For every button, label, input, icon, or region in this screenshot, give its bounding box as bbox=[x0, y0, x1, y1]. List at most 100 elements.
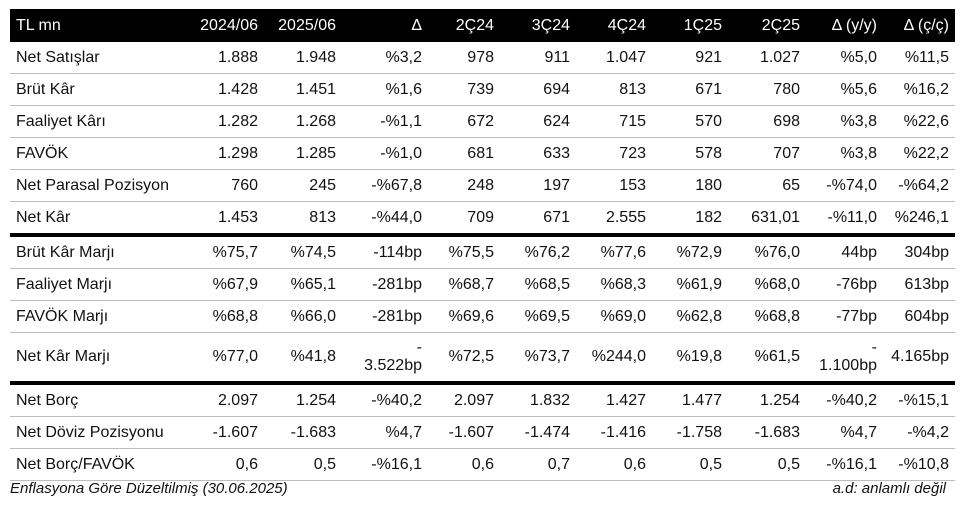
table-row: Net Borç/FAVÖK 0,6 0,5 -%16,1 0,6 0,7 0,6 0,5 0,… bbox=[10, 448, 955, 481]
table-cell: -%40,2 bbox=[806, 381, 883, 417]
row-label: Net Borç/FAVÖK bbox=[10, 448, 186, 481]
table-cell: 813 bbox=[576, 73, 652, 106]
table-cell: -1.100bp bbox=[806, 332, 883, 384]
table-row: FAVÖK Marjı %68,8 %66,0 -281bp %69,6 %69,5 %69… bbox=[10, 300, 955, 333]
table-cell: %68,3 bbox=[576, 268, 652, 301]
table-cell: 1.268 bbox=[264, 105, 342, 138]
table-cell: -281bp bbox=[342, 268, 428, 301]
header-cell: 2024/06 bbox=[186, 9, 264, 42]
table-cell: 813 bbox=[264, 201, 342, 236]
header-cell: 4Ç24 bbox=[576, 9, 652, 42]
row-label: FAVÖK Marjı bbox=[10, 300, 186, 333]
table-cell: %67,9 bbox=[186, 268, 264, 301]
header-cell: 3Ç24 bbox=[500, 9, 576, 42]
table-row: Net Kâr Marjı %77,0 %41,8-3.522bp %72,5 %73,… bbox=[10, 332, 955, 384]
table-cell: -%67,8 bbox=[342, 169, 428, 202]
table-cell: 1.285 bbox=[264, 137, 342, 170]
table-cell: 715 bbox=[576, 105, 652, 138]
header-cell: 1Ç25 bbox=[652, 9, 728, 42]
table-cell: 1.282 bbox=[186, 105, 264, 138]
table-cell: -3.522bp bbox=[342, 332, 428, 384]
table-cell: -1.683 bbox=[728, 416, 806, 449]
table-cell: 1.888 bbox=[186, 42, 264, 74]
table-cell: %41,8 bbox=[264, 332, 342, 384]
table-cell: 671 bbox=[652, 73, 728, 106]
table-cell: 248 bbox=[428, 169, 500, 202]
table-cell: 681 bbox=[428, 137, 500, 170]
table-cell: %3,2 bbox=[342, 42, 428, 74]
table-cell: 1.254 bbox=[728, 381, 806, 417]
row-label: Faaliyet Kârı bbox=[10, 105, 186, 138]
row-label: Brüt Kâr Marjı bbox=[10, 233, 186, 269]
table-cell: 1.453 bbox=[186, 201, 264, 236]
header-cell: Δ bbox=[342, 9, 428, 42]
table-cell: -76bp bbox=[806, 268, 883, 301]
header-cell: Δ (y/y) bbox=[806, 9, 883, 42]
table-cell: 182 bbox=[652, 201, 728, 236]
table-cell: %3,8 bbox=[806, 137, 883, 170]
table-cell: 2.097 bbox=[186, 381, 264, 417]
table-cell: -%40,2 bbox=[342, 381, 428, 417]
header-cell: 2Ç25 bbox=[728, 9, 806, 42]
table-cell: -1.474 bbox=[500, 416, 576, 449]
row-label: Brüt Kâr bbox=[10, 73, 186, 106]
table-cell: 1.027 bbox=[728, 42, 806, 74]
table-row: Brüt Kâr Marjı %75,7 %74,5 -114bp %75,5 %76,2… bbox=[10, 233, 955, 269]
table-cell: %4,7 bbox=[806, 416, 883, 449]
table-cell: 1.428 bbox=[186, 73, 264, 106]
table-cell: -%16,1 bbox=[342, 448, 428, 481]
table-cell: 707 bbox=[728, 137, 806, 170]
table-cell: 604bp bbox=[883, 300, 955, 333]
table-cell: 4.165bp bbox=[883, 332, 955, 384]
table-cell: -77bp bbox=[806, 300, 883, 333]
table-cell: %68,8 bbox=[186, 300, 264, 333]
table-cell: 911 bbox=[500, 42, 576, 74]
table-cell: 0,7 bbox=[500, 448, 576, 481]
table-cell: -%16,1 bbox=[806, 448, 883, 481]
table-cell: 709 bbox=[428, 201, 500, 236]
financial-table: TL mn 2024/06 2025/06 Δ 2Ç24 3Ç24 4Ç24 1… bbox=[10, 9, 955, 481]
table-cell: %244,0 bbox=[576, 332, 652, 384]
table-cell: %5,6 bbox=[806, 73, 883, 106]
table-cell: %69,5 bbox=[500, 300, 576, 333]
table-cell: 0,5 bbox=[652, 448, 728, 481]
table-cell: 304bp bbox=[883, 233, 955, 269]
table-cell: -%44,0 bbox=[342, 201, 428, 236]
table-cell: 2.097 bbox=[428, 381, 500, 417]
table-cell: 613bp bbox=[883, 268, 955, 301]
table-cell: -%11,0 bbox=[806, 201, 883, 236]
table-cell: %77,6 bbox=[576, 233, 652, 269]
table-cell: -1.416 bbox=[576, 416, 652, 449]
table-cell: -281bp bbox=[342, 300, 428, 333]
footnote-inflation: Enflasyona Göre Düzeltilmiş (30.06.2025) bbox=[10, 480, 288, 497]
table-cell: 672 bbox=[428, 105, 500, 138]
table-cell: %11,5 bbox=[883, 42, 955, 74]
table-cell: 1.254 bbox=[264, 381, 342, 417]
header-cell: Δ (ç/ç) bbox=[883, 9, 955, 42]
table-cell: -%15,1 bbox=[883, 381, 955, 417]
table-cell: %68,7 bbox=[428, 268, 500, 301]
table-cell: 1.477 bbox=[652, 381, 728, 417]
table-cell: 739 bbox=[428, 73, 500, 106]
table-cell: -%1,1 bbox=[342, 105, 428, 138]
table-cell: 0,6 bbox=[186, 448, 264, 481]
table-cell: -%10,8 bbox=[883, 448, 955, 481]
table-cell: 0,5 bbox=[264, 448, 342, 481]
table-cell: 1.427 bbox=[576, 381, 652, 417]
table-row: Faaliyet Marjı %67,9 %65,1 -281bp %68,7 %68,5… bbox=[10, 268, 955, 301]
table-cell: 0,6 bbox=[576, 448, 652, 481]
header-cell: TL mn bbox=[10, 9, 186, 42]
row-label: Net Kâr Marjı bbox=[10, 332, 186, 384]
table-cell: %1,6 bbox=[342, 73, 428, 106]
table-cell: 197 bbox=[500, 169, 576, 202]
table-cell: %73,7 bbox=[500, 332, 576, 384]
table-cell: 578 bbox=[652, 137, 728, 170]
table-cell: -%74,0 bbox=[806, 169, 883, 202]
table-cell: 2.555 bbox=[576, 201, 652, 236]
table-cell: %22,6 bbox=[883, 105, 955, 138]
table-cell: %69,6 bbox=[428, 300, 500, 333]
table-cell: 180 bbox=[652, 169, 728, 202]
row-label: Net Kâr bbox=[10, 201, 186, 236]
table-cell: 153 bbox=[576, 169, 652, 202]
table-row: Brüt Kâr 1.428 1.451 %1,6 739 694 813 671 780 %5,… bbox=[10, 73, 955, 106]
